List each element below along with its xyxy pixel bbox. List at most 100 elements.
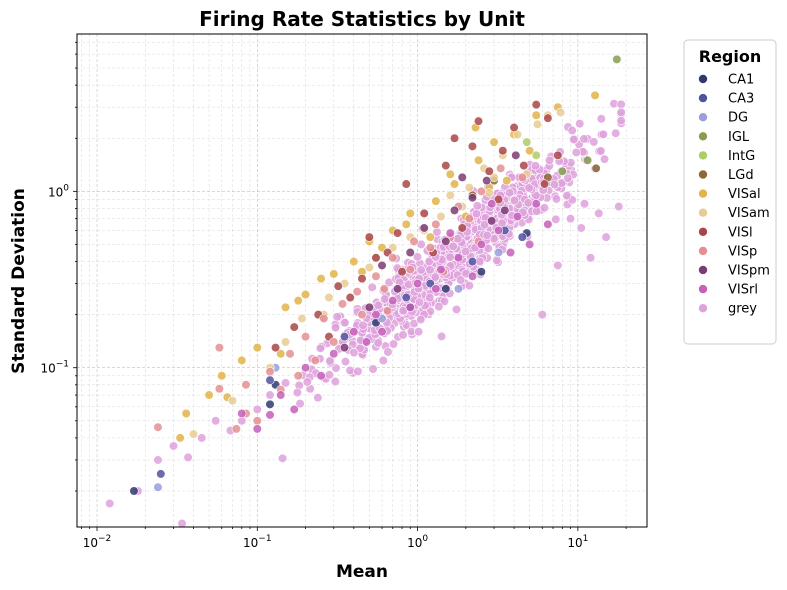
axis-ticks: 10−2 10−1 100 101 10−1 100 <box>40 41 627 550</box>
point-visrl <box>371 310 381 320</box>
point-grey <box>425 293 435 303</box>
point-grey <box>482 230 492 240</box>
point-igl <box>612 54 622 64</box>
point-grey <box>367 282 377 292</box>
point-visal <box>181 408 191 419</box>
y-tick-label: 100 <box>48 183 69 199</box>
point-grey <box>575 119 585 129</box>
point-visp <box>464 214 474 224</box>
point-grey <box>453 234 463 244</box>
point-visrl <box>276 390 286 400</box>
point-visal <box>329 269 339 279</box>
point-grey <box>596 146 606 156</box>
point-grey <box>315 343 325 353</box>
point-dg <box>493 247 504 258</box>
point-grey <box>340 318 350 328</box>
point-grey <box>544 155 555 165</box>
point-visp <box>357 310 367 320</box>
point-visl <box>543 113 553 123</box>
point-visp <box>319 313 329 324</box>
point-ca1 <box>441 284 451 294</box>
point-visam <box>280 337 291 347</box>
point-ca1 <box>265 399 275 409</box>
point-visp <box>517 172 527 182</box>
point-grey <box>539 203 550 213</box>
point-dg <box>453 284 464 294</box>
point-visl <box>371 253 381 263</box>
point-grey <box>252 404 262 415</box>
point-vispm <box>487 216 497 226</box>
point-grey <box>177 518 187 529</box>
point-grey <box>551 194 562 204</box>
point-ca3 <box>401 292 411 303</box>
point-grey <box>378 355 388 366</box>
point-visrl <box>252 424 262 434</box>
point-visl <box>531 100 541 110</box>
point-visl <box>498 146 508 156</box>
point-vispm <box>441 236 451 247</box>
point-visl <box>509 122 519 133</box>
point-vispm <box>364 302 374 312</box>
legend-marker <box>698 303 708 314</box>
point-ca3 <box>517 232 527 242</box>
point-vispm <box>457 172 467 182</box>
point-visal <box>425 232 435 242</box>
point-grey <box>571 147 581 158</box>
point-grey <box>551 214 561 224</box>
point-grey <box>368 364 378 374</box>
point-grey <box>565 214 576 224</box>
legend-marker <box>698 227 708 237</box>
point-visl <box>270 343 281 353</box>
point-visrl <box>405 302 415 312</box>
point-visrl <box>316 371 326 381</box>
point-igl <box>582 155 593 165</box>
point-grey <box>416 314 426 325</box>
grid-lines <box>77 34 647 527</box>
point-grey <box>292 387 303 398</box>
point-grey <box>461 246 471 256</box>
point-visal <box>237 355 247 366</box>
y-axis-label: Standard Deviation <box>9 188 29 374</box>
point-intg <box>531 150 541 160</box>
point-visal <box>300 289 311 300</box>
point-grey <box>589 137 599 147</box>
point-intg <box>522 137 532 147</box>
point-grey <box>358 320 368 330</box>
point-visam <box>188 429 199 439</box>
point-visl <box>289 322 299 332</box>
point-grey <box>412 252 423 262</box>
legend-label: DG <box>728 111 748 126</box>
point-vispm <box>419 223 429 233</box>
point-visal <box>280 302 291 312</box>
point-visp <box>496 163 506 173</box>
point-grey <box>523 198 533 208</box>
point-visl <box>401 179 411 189</box>
point-grey <box>537 310 547 320</box>
legend-marker <box>698 93 708 103</box>
point-visal <box>449 179 460 189</box>
point-grey <box>425 265 435 275</box>
legend-label: CA1 <box>728 73 754 88</box>
point-visal <box>401 219 411 229</box>
point-grey <box>105 498 115 509</box>
point-visam <box>532 119 543 129</box>
point-grey <box>504 188 515 198</box>
point-lgd <box>591 163 601 173</box>
point-visrl <box>388 296 398 306</box>
point-visam <box>227 396 238 406</box>
point-grey <box>413 327 424 337</box>
point-grey <box>280 378 291 388</box>
point-visam <box>324 292 334 303</box>
legend-marker <box>698 207 708 218</box>
point-grey <box>313 393 323 403</box>
point-visp <box>382 306 393 316</box>
point-visp <box>431 219 441 229</box>
point-vispm <box>511 150 521 160</box>
legend-marker <box>698 74 708 84</box>
point-ca1 <box>476 267 486 277</box>
point-vispm <box>500 205 510 215</box>
point-visp <box>153 422 163 432</box>
point-visal <box>405 208 415 218</box>
point-grey <box>430 272 440 282</box>
